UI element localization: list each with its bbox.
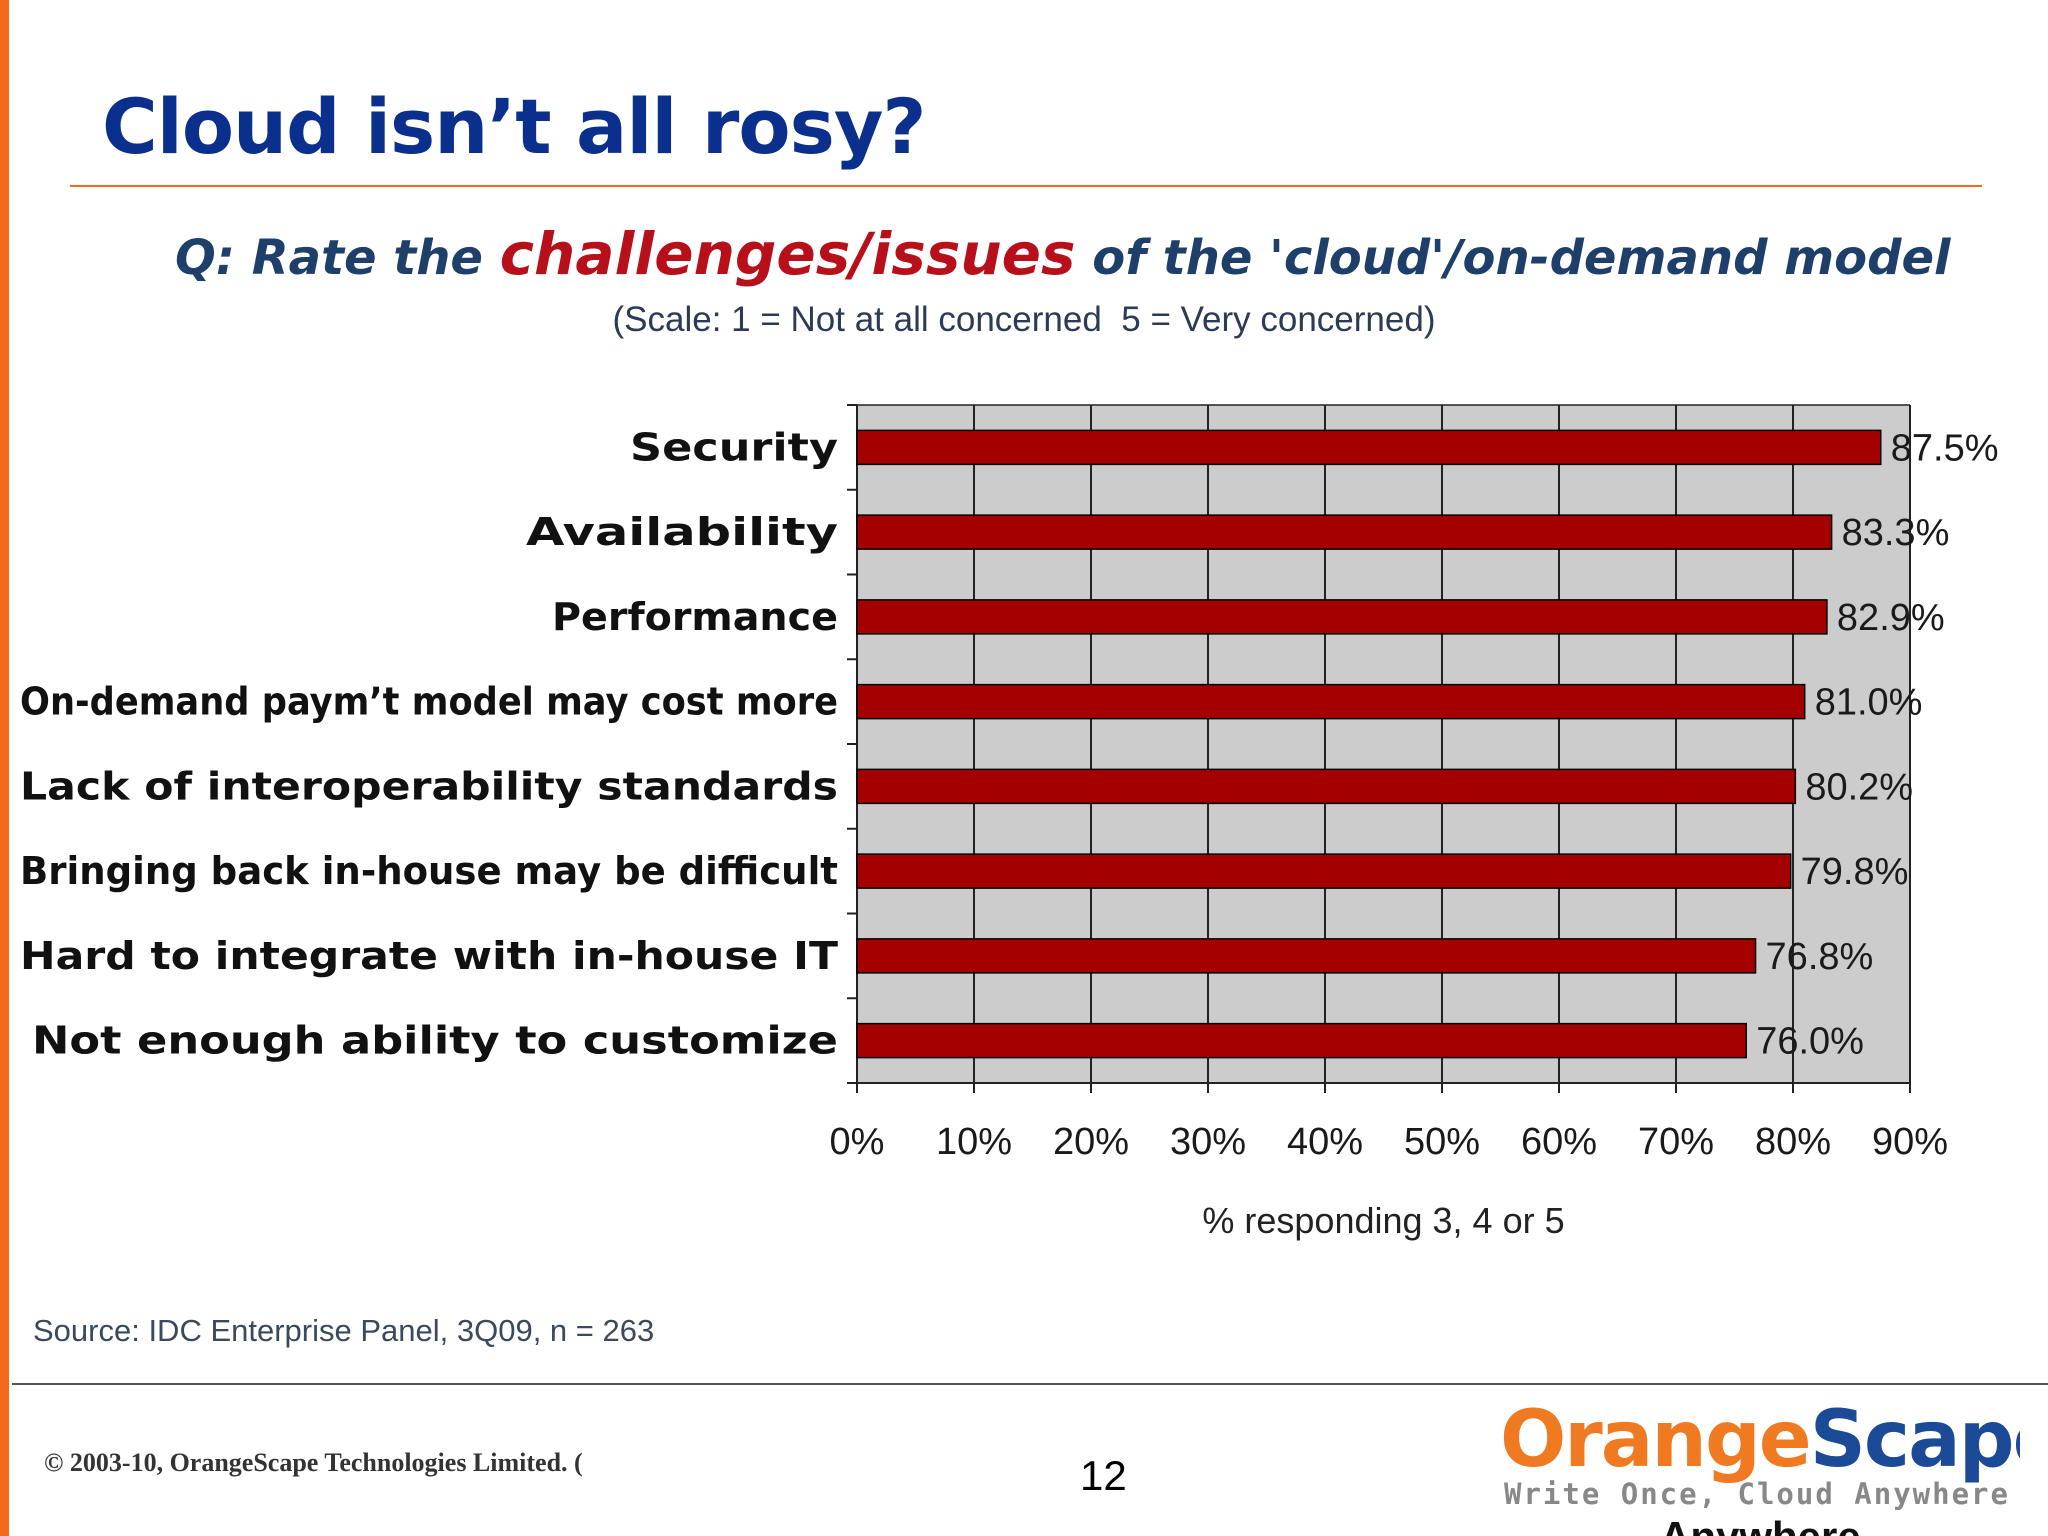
x-tick-label: 40%: [1287, 1121, 1363, 1163]
logo-overflow-text: Anywhere.: [1660, 1513, 1872, 1536]
x-tick-label: 70%: [1638, 1121, 1714, 1163]
x-tick-label: 80%: [1755, 1121, 1831, 1163]
copyright-text: © 2003-10, OrangeScape Technologies Limi…: [44, 1448, 583, 1477]
bar: [856, 938, 1757, 974]
logo-tagline: Write Once, Cloud Anywhere: [1504, 1477, 2010, 1511]
x-axis-title: % responding 3, 4 or 5: [1202, 1200, 1564, 1241]
y-category-label: Not enough ability to customize: [32, 1019, 838, 1063]
x-tick-label: 60%: [1521, 1121, 1597, 1163]
bar-value-label: 81.0%: [1815, 682, 1923, 724]
x-tick-label: 20%: [1053, 1121, 1129, 1163]
question-emphasis: challenges/issues: [499, 220, 1076, 288]
x-tick-label: 90%: [1872, 1121, 1948, 1163]
bar-chart: 0% 10% 20% 30% 40% 50% 60% 70% 80% 90% 87.5% Securi…: [20, 404, 1999, 1241]
logo-scape-part: Scape: [1809, 1395, 2020, 1485]
logo-wordmark: OrangeScape: [1500, 1395, 2020, 1485]
bar: [856, 683, 1806, 720]
logo-orange-part: Orange: [1500, 1395, 1812, 1485]
bar-value-label: 79.8%: [1801, 851, 1909, 893]
question-prefix: Q: Rate the: [175, 230, 500, 286]
bar: [856, 853, 1792, 889]
x-tick-label: 0%: [830, 1121, 885, 1163]
bar: [856, 514, 1833, 550]
question-suffix: of the 'cloud'/on-demand model: [1075, 230, 1951, 286]
y-category-label: Availability: [526, 510, 838, 554]
y-category-label: Hard to integrate with in-house IT: [20, 934, 838, 978]
slide-title: Cloud isn’t all rosy?: [102, 82, 926, 171]
bar: [856, 768, 1797, 805]
left-accent-stripe: [0, 0, 9, 1536]
y-category-label: Lack of interoperability standards: [20, 764, 838, 808]
orangescape-logo: OrangeScape Write Once, Cloud Anywhere A…: [1500, 1395, 2020, 1536]
footer-divider: [12, 1383, 2048, 1385]
bar: [856, 1022, 1747, 1059]
x-tick-label: 50%: [1404, 1121, 1480, 1163]
bar-value-label: 82.9%: [1837, 597, 1945, 639]
scale-note: (Scale: 1 = Not at all concerned 5 = Ver…: [612, 300, 1436, 339]
y-category-label: Security: [630, 425, 838, 469]
page-number: 12: [1080, 1452, 1127, 1499]
bar: [856, 429, 1882, 466]
plot-area: [857, 405, 1910, 1083]
title-divider: [70, 185, 1982, 187]
bar-value-label: 83.3%: [1842, 512, 1950, 554]
y-category-label: Bringing back in-house may be difficult: [20, 849, 838, 893]
source-note: Source: IDC Enterprise Panel, 3Q09, n = …: [33, 1313, 655, 1348]
bar-value-label: 80.2%: [1805, 766, 1913, 808]
chart-question: Q: Rate the challenges/issues of the 'cl…: [175, 220, 1951, 288]
bar-value-label: 76.0%: [1756, 1021, 1864, 1063]
x-tick-label: 30%: [1170, 1121, 1246, 1163]
x-tick-label: 10%: [936, 1121, 1012, 1163]
bar-value-label: 76.8%: [1766, 936, 1874, 978]
y-category-label: Performance: [552, 595, 838, 639]
y-category-label: On-demand paym’t model may cost more: [20, 680, 838, 724]
bar-value-label: 87.5%: [1891, 427, 1999, 469]
bar: [856, 599, 1828, 635]
